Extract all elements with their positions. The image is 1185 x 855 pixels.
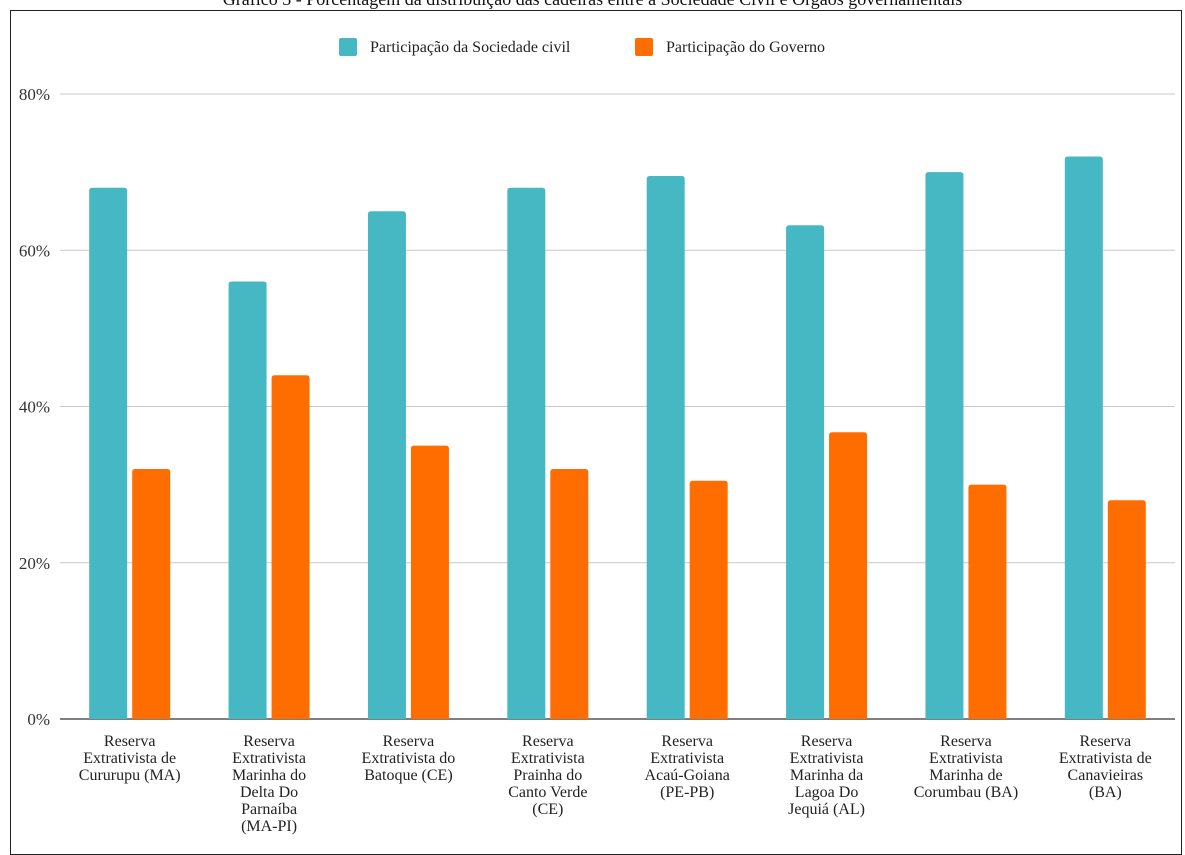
bar-governo-8	[1107, 500, 1146, 719]
x-category-label: Reserva Extrativista de Cururupu (MA)	[79, 733, 181, 784]
bar-sociedade-civil-4	[507, 187, 546, 719]
legend-label: Participação da Sociedade civil	[370, 39, 571, 56]
x-category-label: Reserva Extrativista Marinha do Delta Do Par…	[232, 733, 306, 835]
bar-sociedade-civil-3	[367, 211, 406, 719]
bar-sociedade-civil-8	[1064, 156, 1103, 719]
y-tick-label: 60%	[19, 241, 50, 260]
x-category-label: Reserva Extrativista Prainha do Canto Verde…	[508, 733, 587, 818]
y-tick-label: 80%	[19, 85, 50, 104]
legend: Participação da Sociedade civil Participa…	[339, 38, 825, 56]
gridlines	[60, 93, 1175, 720]
x-axis-labels: Reserva Extrativista de Cururupu (MA) Reser…	[79, 733, 1152, 835]
bar-governo-1	[132, 469, 171, 719]
bar-governo-2	[271, 375, 310, 719]
x-category-label: Reserva Extrativista de Canavieiras (BA)	[1059, 733, 1152, 801]
bar-sociedade-civil-2	[228, 281, 267, 719]
bar-sociedade-civil-1	[89, 187, 128, 719]
bars	[89, 156, 1146, 719]
bar-sociedade-civil-6	[786, 225, 825, 719]
y-tick-label: 40%	[19, 398, 50, 417]
y-tick-label: 20%	[19, 554, 50, 573]
legend-label: Participação do Governo	[666, 39, 825, 56]
bar-governo-7	[968, 484, 1007, 719]
legend-swatch	[635, 38, 653, 56]
bar-sociedade-civil-7	[925, 172, 964, 719]
bar-governo-6	[829, 432, 868, 719]
bar-governo-4	[550, 469, 589, 719]
x-category-label: Reserva Extrativista Marinha de Corumbau (B…	[914, 733, 1018, 801]
legend-swatch	[339, 38, 357, 56]
page-title: Gráfico 3 - Porcentagem da distribuição …	[0, 0, 1185, 10]
bar-sociedade-civil-5	[646, 176, 685, 719]
x-category-label: Reserva Extrativista Acaú-Goiana (PE-PB)	[645, 733, 730, 801]
bar-governo-3	[410, 445, 449, 719]
y-tick-label: 0%	[27, 710, 50, 729]
x-category-label: Reserva Extrativista do Batoque (CE)	[362, 733, 456, 784]
y-axis-ticks: 0% 20% 40% 60% 80%	[19, 85, 50, 729]
bar-governo-5	[689, 480, 728, 719]
x-category-label: Reserva Extrativista Marinha da Lagoa Do Jeq…	[788, 733, 865, 818]
